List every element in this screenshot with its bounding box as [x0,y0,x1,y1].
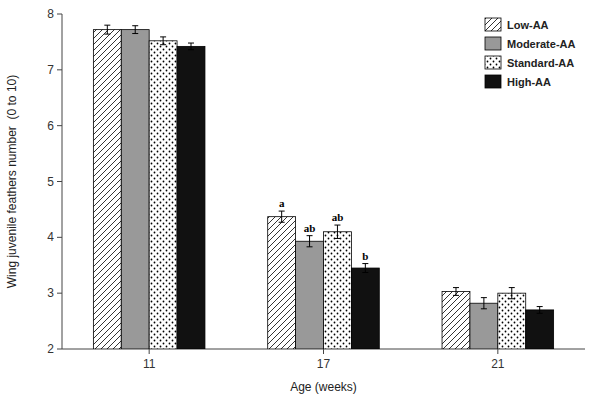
error-bar-line [279,211,285,222]
y-tick [57,349,62,350]
y-tick [57,125,62,126]
error-bar [188,43,194,50]
y-tick-label: 8 [47,7,54,21]
legend-swatch [485,37,501,50]
legend-label: Moderate-AA [507,38,576,50]
y-tick-label: 7 [47,63,54,77]
bar [149,41,177,349]
y-tick-label: 5 [47,175,54,189]
bar [121,30,149,349]
x-tick-label: 11 [143,357,156,371]
legend: Low-AA Moderate-AA Standard-AA High-AA [485,18,576,88]
error-bar-line [537,307,543,314]
error-bar [453,288,459,296]
error-bar-line [160,37,166,45]
y-tick-label: 3 [47,286,54,300]
error-bar [132,26,138,34]
y-tick-label: 4 [47,230,54,244]
letters: a ab ab b [279,197,368,261]
error-bar [279,211,285,222]
bar [470,303,498,349]
bar [93,30,121,349]
error-bar-line [334,225,340,238]
y-axis-line [62,14,63,349]
letter-annotation: a [279,197,285,209]
x-tick [323,349,324,354]
legend-label: Low-AA [507,19,549,31]
error-bar [307,236,313,247]
error-bar [160,37,166,45]
letter-annotation: b [362,250,368,262]
bars [93,30,553,349]
error-bar-line [509,288,515,299]
bar [526,310,554,349]
x-tick [497,349,498,354]
bar [177,46,205,349]
y-tick [57,237,62,238]
y-tick [57,14,62,15]
y-axis-title: Wing juvenile feathers number (0 to 10) [5,75,19,288]
bar [268,217,296,349]
bar [296,241,324,349]
error-bar-line [307,236,313,247]
error-bar-line [104,25,110,34]
x-axis-title: Age (weeks) [290,380,357,394]
error-bar [334,225,340,238]
x-tick [149,349,150,354]
error-bar-line [188,43,194,50]
legend-label: Standard-AA [507,57,574,69]
legend-label: High-AA [507,76,551,88]
legend-swatch [485,56,501,69]
error-bars [104,25,542,313]
bar [442,291,470,349]
letter-annotation: ab [304,222,316,234]
x-tick-label: 21 [491,357,505,371]
letter-annotation: ab [332,211,344,223]
error-bar [104,25,110,34]
y-tick-label: 6 [47,119,54,133]
legend-swatch [485,18,501,31]
bar [324,232,352,349]
error-bar [537,307,543,314]
y-tick-label: 2 [47,342,54,356]
bar [498,293,526,349]
legend-swatch [485,75,501,88]
y-tick [57,181,62,182]
x-axis: 11 17 21 [62,349,585,371]
x-tick-label: 17 [317,357,331,371]
error-bar [362,264,368,273]
error-bar [481,298,487,309]
error-bar-line [453,288,459,296]
error-bar-line [132,26,138,34]
y-axis: 2 3 4 5 6 7 8 [47,7,62,356]
error-bar [509,288,515,299]
error-bar-line [481,298,487,309]
bar [351,268,379,349]
y-tick [57,69,62,70]
error-bar-line [362,264,368,273]
chart: 2 3 4 5 6 7 8 11 17 21 Age (weeks) Wing juvenile fe… [0,0,600,399]
y-tick [57,293,62,294]
